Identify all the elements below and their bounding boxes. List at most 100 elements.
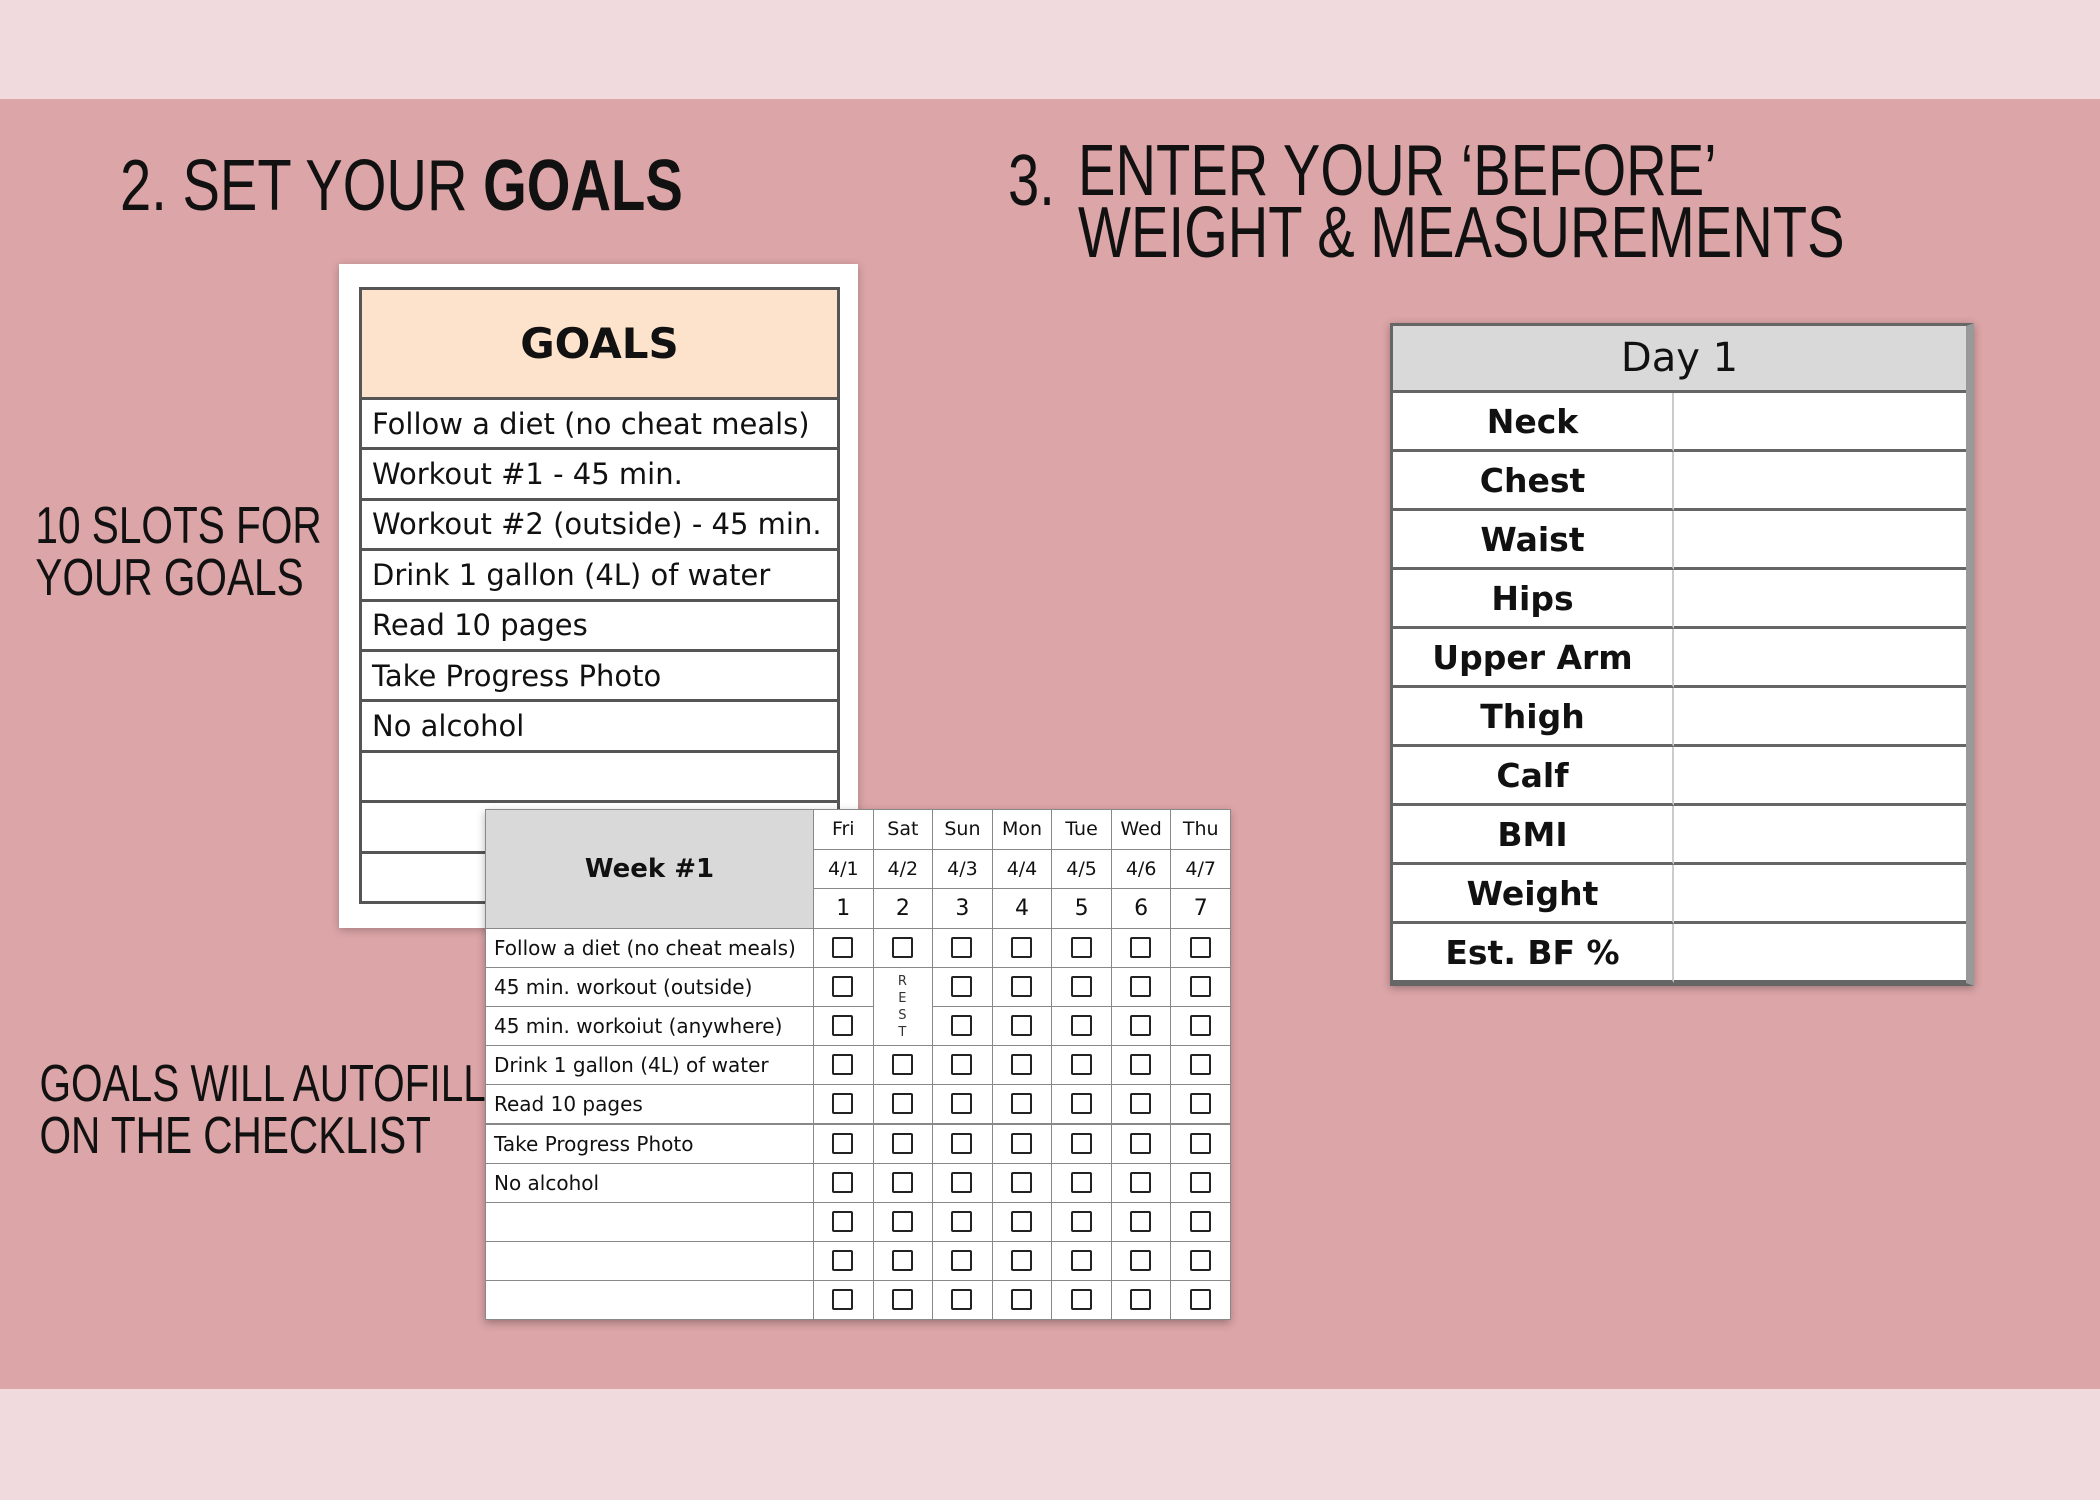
checklist-row bbox=[485, 1201, 814, 1243]
checkbox[interactable] bbox=[1011, 975, 1032, 997]
checkbox[interactable] bbox=[1130, 975, 1152, 997]
checkbox[interactable] bbox=[951, 936, 973, 958]
checkbox[interactable] bbox=[1070, 1289, 1092, 1311]
checkbox[interactable] bbox=[1130, 1211, 1152, 1232]
day-header: 5 bbox=[1051, 888, 1112, 929]
checkbox[interactable] bbox=[1189, 1054, 1211, 1076]
checkbox[interactable] bbox=[1189, 1289, 1211, 1311]
checkbox[interactable] bbox=[1011, 1054, 1032, 1076]
checkbox[interactable] bbox=[891, 1171, 913, 1193]
checkbox[interactable] bbox=[1011, 1093, 1032, 1115]
measurement-label: Hips bbox=[1393, 570, 1674, 629]
checkbox[interactable] bbox=[951, 1211, 973, 1232]
checkbox[interactable] bbox=[1011, 1015, 1032, 1036]
checkbox[interactable] bbox=[1011, 1289, 1032, 1311]
checkbox[interactable] bbox=[891, 1054, 913, 1076]
checkbox[interactable] bbox=[1130, 1093, 1152, 1115]
note-line: 10 SLOTS FOR bbox=[35, 497, 322, 555]
checklist-row: 45 min. workout (outside) bbox=[485, 966, 814, 1007]
goal-row: Workout #2 (outside) - 45 min. bbox=[359, 497, 840, 552]
checkbox[interactable] bbox=[832, 1289, 854, 1311]
checkbox[interactable] bbox=[891, 1289, 913, 1311]
checkbox[interactable] bbox=[951, 975, 973, 997]
measurement-input[interactable] bbox=[1674, 511, 1966, 570]
checkbox[interactable] bbox=[832, 1015, 854, 1036]
measurement-input[interactable] bbox=[1674, 865, 1966, 924]
checkbox[interactable] bbox=[1011, 1171, 1032, 1193]
note-line: YOUR GOALS bbox=[35, 549, 304, 607]
checklist-row: Drink 1 gallon (4L) of water bbox=[485, 1045, 814, 1086]
checkbox[interactable] bbox=[951, 1171, 973, 1193]
checkbox[interactable] bbox=[1189, 975, 1211, 997]
checkbox[interactable] bbox=[891, 1132, 913, 1154]
checkbox[interactable] bbox=[1189, 1093, 1211, 1115]
checkbox[interactable] bbox=[1070, 1132, 1092, 1154]
checkbox[interactable] bbox=[1070, 1015, 1092, 1036]
measurement-input[interactable] bbox=[1674, 570, 1966, 629]
checkbox[interactable] bbox=[951, 1250, 973, 1272]
checkbox[interactable] bbox=[832, 1132, 854, 1154]
checkbox[interactable] bbox=[1011, 1132, 1032, 1154]
checkbox[interactable] bbox=[1070, 936, 1092, 958]
checkbox[interactable] bbox=[1130, 1250, 1152, 1272]
step2-heading: 2. SET YOUR GOALS bbox=[120, 145, 683, 227]
day-header: 4/4 bbox=[991, 848, 1053, 889]
checkbox[interactable] bbox=[951, 1054, 973, 1076]
goal-row: Workout #1 - 45 min. bbox=[359, 447, 840, 501]
checkbox[interactable] bbox=[1189, 936, 1211, 958]
checkbox[interactable] bbox=[1011, 936, 1032, 958]
checkbox[interactable] bbox=[891, 1250, 913, 1272]
checkbox[interactable] bbox=[832, 936, 854, 958]
checkbox[interactable] bbox=[951, 1132, 973, 1154]
measurement-input[interactable] bbox=[1674, 747, 1966, 806]
checkbox[interactable] bbox=[832, 1171, 854, 1193]
measurement-input[interactable] bbox=[1674, 806, 1966, 865]
goal-row: Read 10 pages bbox=[359, 598, 840, 652]
checkbox[interactable] bbox=[1189, 1211, 1211, 1232]
checkbox[interactable] bbox=[1130, 1171, 1152, 1193]
measurement-input[interactable] bbox=[1674, 393, 1966, 452]
checkbox[interactable] bbox=[832, 1250, 854, 1272]
checkbox[interactable] bbox=[1011, 1211, 1032, 1232]
checkbox[interactable] bbox=[832, 975, 854, 997]
checkbox[interactable] bbox=[832, 1211, 854, 1232]
measurement-input[interactable] bbox=[1674, 688, 1966, 747]
checkbox[interactable] bbox=[1189, 1015, 1211, 1036]
checkbox[interactable] bbox=[1070, 1211, 1092, 1232]
checkbox[interactable] bbox=[1130, 1132, 1152, 1154]
note-line: GOALS WILL AUTOFILL bbox=[39, 1055, 486, 1113]
checkbox[interactable] bbox=[1130, 1015, 1152, 1036]
checkbox[interactable] bbox=[1189, 1132, 1211, 1154]
checkbox[interactable] bbox=[891, 1093, 913, 1115]
checkbox[interactable] bbox=[1011, 1250, 1032, 1272]
checkbox[interactable] bbox=[1070, 1054, 1092, 1076]
step-number: 2. bbox=[120, 146, 167, 226]
checkbox[interactable] bbox=[1070, 1171, 1092, 1193]
measurements-table: Day 1 Neck Chest Waist Hips Upper Arm Thigh Cal… bbox=[1390, 323, 1974, 986]
day-header: Tue bbox=[1051, 809, 1112, 850]
checkbox[interactable] bbox=[951, 1289, 973, 1311]
checkbox[interactable] bbox=[1130, 1054, 1152, 1076]
measurement-label: BMI bbox=[1393, 806, 1674, 865]
day-header: 6 bbox=[1110, 888, 1172, 929]
measurement-input[interactable] bbox=[1674, 629, 1966, 688]
day-header: 3 bbox=[932, 888, 993, 929]
checkbox[interactable] bbox=[1189, 1250, 1211, 1272]
checkbox[interactable] bbox=[1189, 1171, 1211, 1193]
checkbox[interactable] bbox=[832, 1054, 854, 1076]
measurement-input[interactable] bbox=[1674, 924, 1966, 983]
checkbox[interactable] bbox=[1070, 1250, 1092, 1272]
day-header: 4/5 bbox=[1051, 848, 1112, 889]
checkbox[interactable] bbox=[832, 1093, 854, 1115]
checkbox[interactable] bbox=[1070, 975, 1092, 997]
checkbox[interactable] bbox=[1070, 1093, 1092, 1115]
checkbox[interactable] bbox=[1130, 936, 1152, 958]
checkbox[interactable] bbox=[951, 1093, 973, 1115]
checkbox[interactable] bbox=[951, 1015, 973, 1036]
measurements-header: Day 1 bbox=[1393, 326, 1966, 393]
measurement-input[interactable] bbox=[1674, 452, 1966, 511]
checkbox[interactable] bbox=[891, 1211, 913, 1232]
measurement-label: Chest bbox=[1393, 452, 1674, 511]
checkbox[interactable] bbox=[1130, 1289, 1152, 1311]
checkbox[interactable] bbox=[891, 936, 913, 958]
